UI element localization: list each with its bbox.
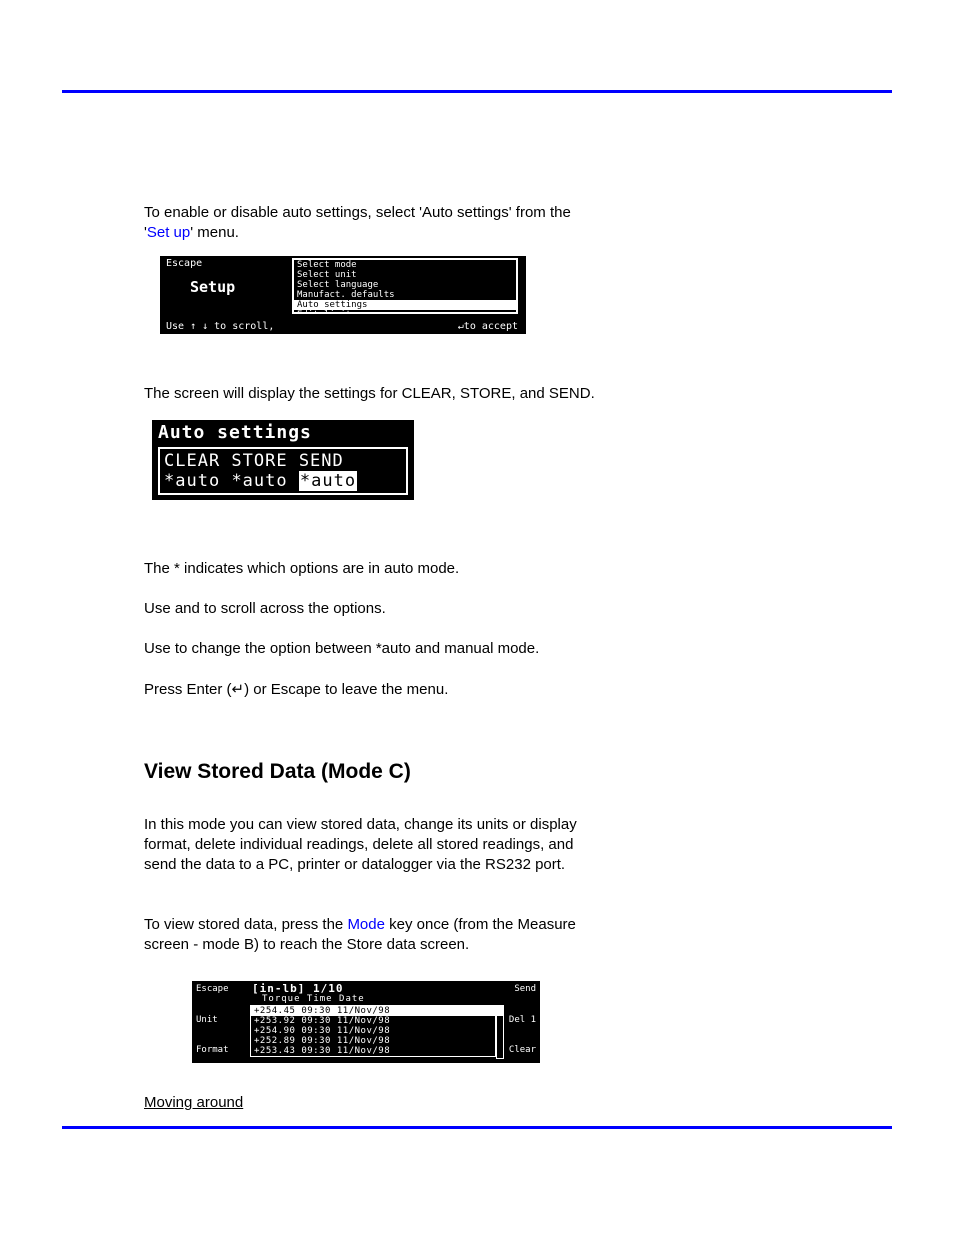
auto-value[interactable]: *auto [231, 471, 287, 491]
softkey-format[interactable]: Format [196, 1045, 246, 1055]
view-l1a: To view stored data, press the [144, 916, 347, 933]
setup-menu-screenshot: Escape Setup Select modeSelect unitSelec… [160, 256, 526, 334]
menu-item[interactable]: Select unit [294, 270, 516, 280]
hint-accept: ↵to accept [458, 321, 518, 332]
menu-item[interactable]: Manufact. defaults [294, 290, 516, 300]
mode-l1: In this mode you can view stored data, c… [144, 816, 844, 833]
block-l2: Use and to scroll across the options. [144, 600, 844, 617]
intro-line2: 'Set up' menu. [144, 224, 844, 241]
softkey-send[interactable]: Send [490, 984, 536, 994]
escape-label[interactable]: Escape [166, 258, 202, 269]
menu-item[interactable]: Select language [294, 280, 516, 290]
mode-c-heading: View Stored Data (Mode C) [144, 760, 844, 784]
hint-scroll: Use ↑ ↓ to scroll, [166, 321, 274, 332]
menu-item[interactable]: Select mode [294, 260, 516, 270]
data-row[interactable]: +254.45 09:30 11/Nov/98 [251, 1006, 495, 1016]
mode-l2: format, delete individual readings, dele… [144, 836, 844, 853]
data-row[interactable]: +253.92 09:30 11/Nov/98 [251, 1016, 495, 1026]
auto-paragraph: The screen will display the settings for… [144, 385, 844, 402]
mode-key-word: Mode [347, 916, 385, 933]
moving-around-link[interactable]: Moving around [144, 1094, 844, 1111]
intro-line1: To enable or disable auto settings, sele… [144, 204, 844, 221]
bottom-rule [62, 1126, 892, 1129]
block-l1: The * indicates which options are in aut… [144, 560, 844, 577]
auto-title: Auto settings [152, 420, 414, 447]
softkey-escape[interactable]: Escape [196, 984, 246, 994]
left-softkeys: Escape Unit Format [196, 981, 246, 1063]
view-l1c: key once (from the Measure [385, 916, 576, 933]
intro-setup-word: Set up [147, 224, 190, 241]
mode-l3: send the data to a PC, printer or datalo… [144, 856, 844, 873]
view-l1: To view stored data, press the Mode key … [144, 916, 844, 933]
view-l2: screen - mode B) to reach the Store data… [144, 936, 844, 953]
softkey-unit[interactable]: Unit [196, 1015, 246, 1025]
auto-box: CLEAR STORE SEND *auto *auto *auto [158, 447, 408, 495]
menu-item[interactable]: Edit limits [294, 310, 516, 314]
auto-columns: CLEAR STORE SEND [164, 451, 402, 471]
auto-settings-screenshot: Auto settings CLEAR STORE SEND *auto *au… [152, 420, 414, 500]
screen-title: Setup [190, 278, 235, 296]
data-row[interactable]: +253.43 09:30 11/Nov/98 [251, 1046, 495, 1056]
data-row[interactable]: +254.90 09:30 11/Nov/98 [251, 1026, 495, 1036]
menu-list: Select modeSelect unitSelect languageMan… [292, 258, 518, 314]
top-rule [62, 90, 892, 93]
auto-value[interactable]: *auto [299, 471, 357, 491]
store-data-screenshot: EscapeUnitFormat SendDel 1Clear [in-lb] … [192, 981, 540, 1063]
auto-values[interactable]: *auto *auto *auto [164, 471, 402, 491]
auto-value[interactable]: *auto [164, 471, 220, 491]
data-table[interactable]: +254.45 09:30 11/Nov/98+253.92 09:30 11/… [250, 1005, 496, 1057]
scrollbar-thumb[interactable] [497, 1006, 503, 1016]
data-row[interactable]: +252.89 09:30 11/Nov/98 [251, 1036, 495, 1046]
column-headers: Torque Time Date [262, 994, 365, 1004]
menu-item[interactable]: Auto settings [294, 300, 516, 310]
scrollbar[interactable] [496, 1005, 504, 1059]
block-l4: Press Enter (↵) or Escape to leave the m… [144, 680, 844, 698]
block-l3: Use to change the option between *auto a… [144, 640, 844, 657]
